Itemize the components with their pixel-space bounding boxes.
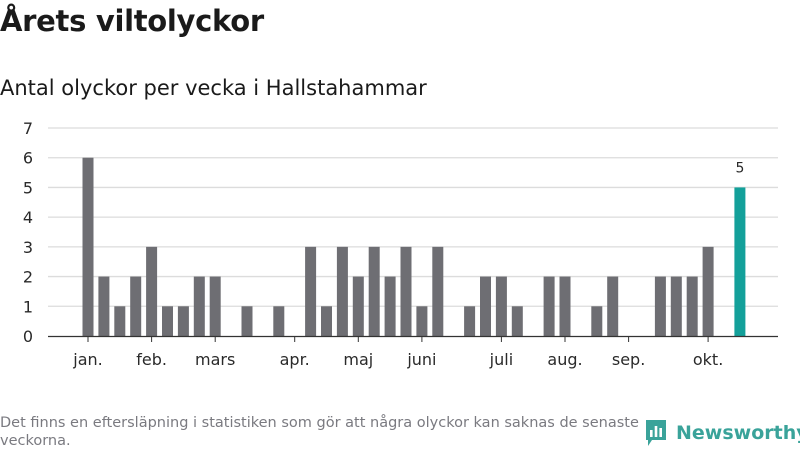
bar bbox=[177, 306, 189, 336]
y-tick-label: 5 bbox=[23, 178, 33, 197]
bar bbox=[162, 306, 173, 336]
bar bbox=[384, 276, 396, 336]
y-tick-label: 2 bbox=[23, 268, 33, 287]
bar bbox=[336, 246, 348, 336]
bar-chart-logo-icon bbox=[646, 420, 666, 446]
bar bbox=[654, 276, 666, 336]
bar bbox=[209, 276, 221, 336]
bar bbox=[543, 276, 555, 336]
x-tick-label: aug. bbox=[547, 350, 582, 369]
newsworthy-logo[interactable]: Newsworthy bbox=[644, 418, 800, 448]
bar bbox=[114, 306, 126, 336]
bar bbox=[193, 276, 205, 336]
x-tick-label: apr. bbox=[280, 350, 310, 369]
y-tick-label: 3 bbox=[23, 238, 33, 257]
x-tick-label: okt. bbox=[693, 350, 723, 369]
bar bbox=[686, 276, 698, 336]
x-tick-label: maj bbox=[343, 350, 373, 369]
weekly-accidents-chart: 0 1 2 3 4 5 6 7 5 jan. feb. mars apr. maj juni juli au… bbox=[23, 119, 778, 369]
bars bbox=[82, 157, 746, 336]
bar bbox=[416, 306, 428, 336]
bar bbox=[702, 246, 714, 336]
y-tick-label: 4 bbox=[23, 208, 33, 227]
grid-lines bbox=[48, 127, 778, 307]
chart-subtitle: Antal olyckor per vecka i Hallstahammar bbox=[0, 76, 427, 100]
bar bbox=[98, 276, 110, 336]
x-axis-ticks: jan. feb. mars apr. maj juni juli aug. sep. okt. bbox=[72, 337, 723, 369]
bar bbox=[273, 306, 285, 336]
bar bbox=[464, 306, 476, 336]
x-tick-label: jan. bbox=[72, 350, 102, 369]
y-tick-label: 6 bbox=[23, 149, 33, 168]
bar bbox=[241, 306, 253, 336]
bar bbox=[82, 157, 94, 336]
x-tick-label: juni bbox=[406, 350, 436, 369]
bar bbox=[130, 276, 142, 336]
bar bbox=[321, 306, 332, 336]
bar bbox=[432, 246, 444, 336]
bar bbox=[559, 276, 571, 336]
bar bbox=[734, 187, 746, 336]
bar bbox=[670, 276, 682, 336]
y-tick-label: 7 bbox=[23, 119, 33, 138]
data-labels: 5 bbox=[735, 160, 744, 176]
brand-name: Newsworthy bbox=[676, 422, 800, 444]
bar bbox=[591, 306, 603, 336]
bar bbox=[400, 246, 412, 336]
x-tick-label: juli bbox=[489, 350, 513, 369]
y-tick-label: 0 bbox=[23, 327, 33, 346]
x-tick-label: feb. bbox=[136, 350, 167, 369]
chart-title: Årets viltolyckor bbox=[0, 4, 264, 38]
x-tick-label: sep. bbox=[612, 350, 645, 369]
bar bbox=[305, 246, 317, 336]
footnote: Det finns en eftersläpning i statistiken… bbox=[0, 415, 639, 449]
bar bbox=[146, 246, 158, 336]
bar bbox=[480, 276, 491, 336]
bar bbox=[368, 246, 380, 336]
x-tick-label: mars bbox=[195, 350, 235, 369]
bar bbox=[495, 276, 507, 336]
y-axis-ticks: 0 1 2 3 4 5 6 7 bbox=[23, 119, 33, 346]
y-tick-label: 1 bbox=[23, 297, 33, 316]
data-label: 5 bbox=[735, 160, 744, 176]
bar bbox=[607, 276, 619, 336]
bar bbox=[511, 306, 523, 336]
bar bbox=[352, 276, 364, 336]
